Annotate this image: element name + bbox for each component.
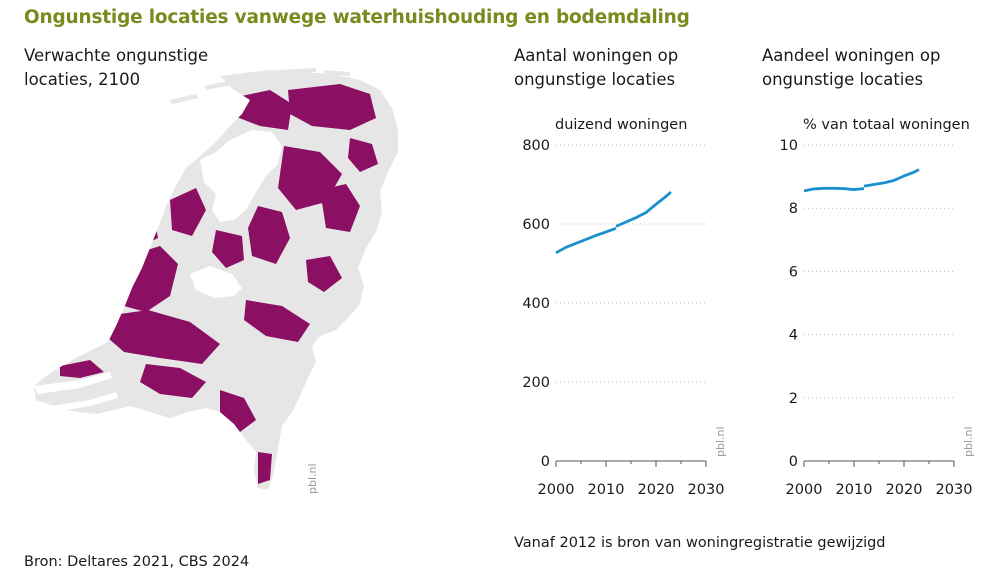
chart2-xtick-3: 2030 (936, 482, 973, 498)
chart2-ytick-2: 4 (789, 328, 798, 344)
chart1-ytick-0: 0 (541, 454, 550, 470)
netherlands-map-svg: pbl.nl (34, 68, 398, 494)
chart1-ytick-2: 400 (522, 296, 550, 312)
chart2-title-line1: Aandeel woningen op (762, 46, 941, 65)
chart1-series-0 (555, 227, 617, 255)
wadden-islands (170, 68, 350, 104)
source-note: Bron: Deltares 2021, CBS 2024 (24, 554, 250, 570)
chart2-series-0 (803, 186, 865, 193)
map-watermark: pbl.nl (306, 463, 319, 494)
chart1-ytick-1: 200 (522, 375, 550, 391)
chart1-xtick-0: 2000 (538, 482, 575, 498)
chart1: duizend woningen 0 200 400 600 800 2000 2010 202… (500, 110, 740, 510)
chart2-title: Aandeel woningen op ongunstige locaties (762, 44, 940, 92)
chart2-series-1 (863, 168, 920, 188)
map-subtitle-line1: Verwachte ongunstige (24, 46, 209, 65)
zeeland-waters (34, 372, 118, 412)
chart2: % van totaal woningen 0 2 4 6 8 10 2000 2010 2020… (748, 110, 988, 510)
netherlands-map: pbl.nl (20, 60, 440, 500)
chart1-watermark: pbl.nl (714, 426, 727, 457)
chart2-ytick-5: 10 (780, 138, 798, 154)
chart2-xtick-0: 2000 (786, 482, 823, 498)
chart2-xtick-1: 2010 (836, 482, 873, 498)
chart1-title-line2: ongunstige locaties (514, 70, 676, 89)
chart2-svg: % van totaal woningen 0 2 4 6 8 10 2000 2010 2020… (780, 117, 975, 498)
chart1-ylabel: duizend woningen (555, 117, 687, 133)
chart1-svg: duizend woningen 0 200 400 600 800 2000 2010 202… (522, 117, 727, 498)
map-subtitle-line2: locaties, 2100 (24, 70, 141, 89)
map-subtitle: Verwachte ongunstige locaties, 2100 (24, 44, 208, 92)
chart1-title: Aantal woningen op ongunstige locaties (514, 44, 678, 92)
chart-note: Vanaf 2012 is bron van woningregistratie… (514, 535, 886, 551)
chart2-watermark: pbl.nl (962, 426, 975, 457)
chart1-xtick-2: 2020 (638, 482, 675, 498)
chart1-xtick-1: 2010 (588, 482, 625, 498)
chart2-ylabel: % van totaal woningen (803, 117, 970, 133)
chart2-ytick-1: 2 (789, 391, 798, 407)
chart1-series-1 (615, 190, 672, 228)
chart1-title-line1: Aantal woningen op (514, 46, 679, 65)
markermeer (190, 266, 242, 298)
chart1-xtick-3: 2030 (688, 482, 725, 498)
chart1-ytick-3: 600 (522, 217, 550, 233)
chart2-xtick-2: 2020 (886, 482, 923, 498)
chart2-title-line2: ongunstige locaties (762, 70, 924, 89)
figure-title: Ongunstige locaties vanwege waterhuishou… (24, 7, 690, 28)
chart2-ytick-4: 8 (789, 201, 798, 217)
chart1-ytick-4: 800 (522, 138, 550, 154)
chart2-ytick-0: 0 (789, 454, 798, 470)
chart2-ytick-3: 6 (789, 264, 798, 280)
ijsselmeer (200, 130, 282, 222)
